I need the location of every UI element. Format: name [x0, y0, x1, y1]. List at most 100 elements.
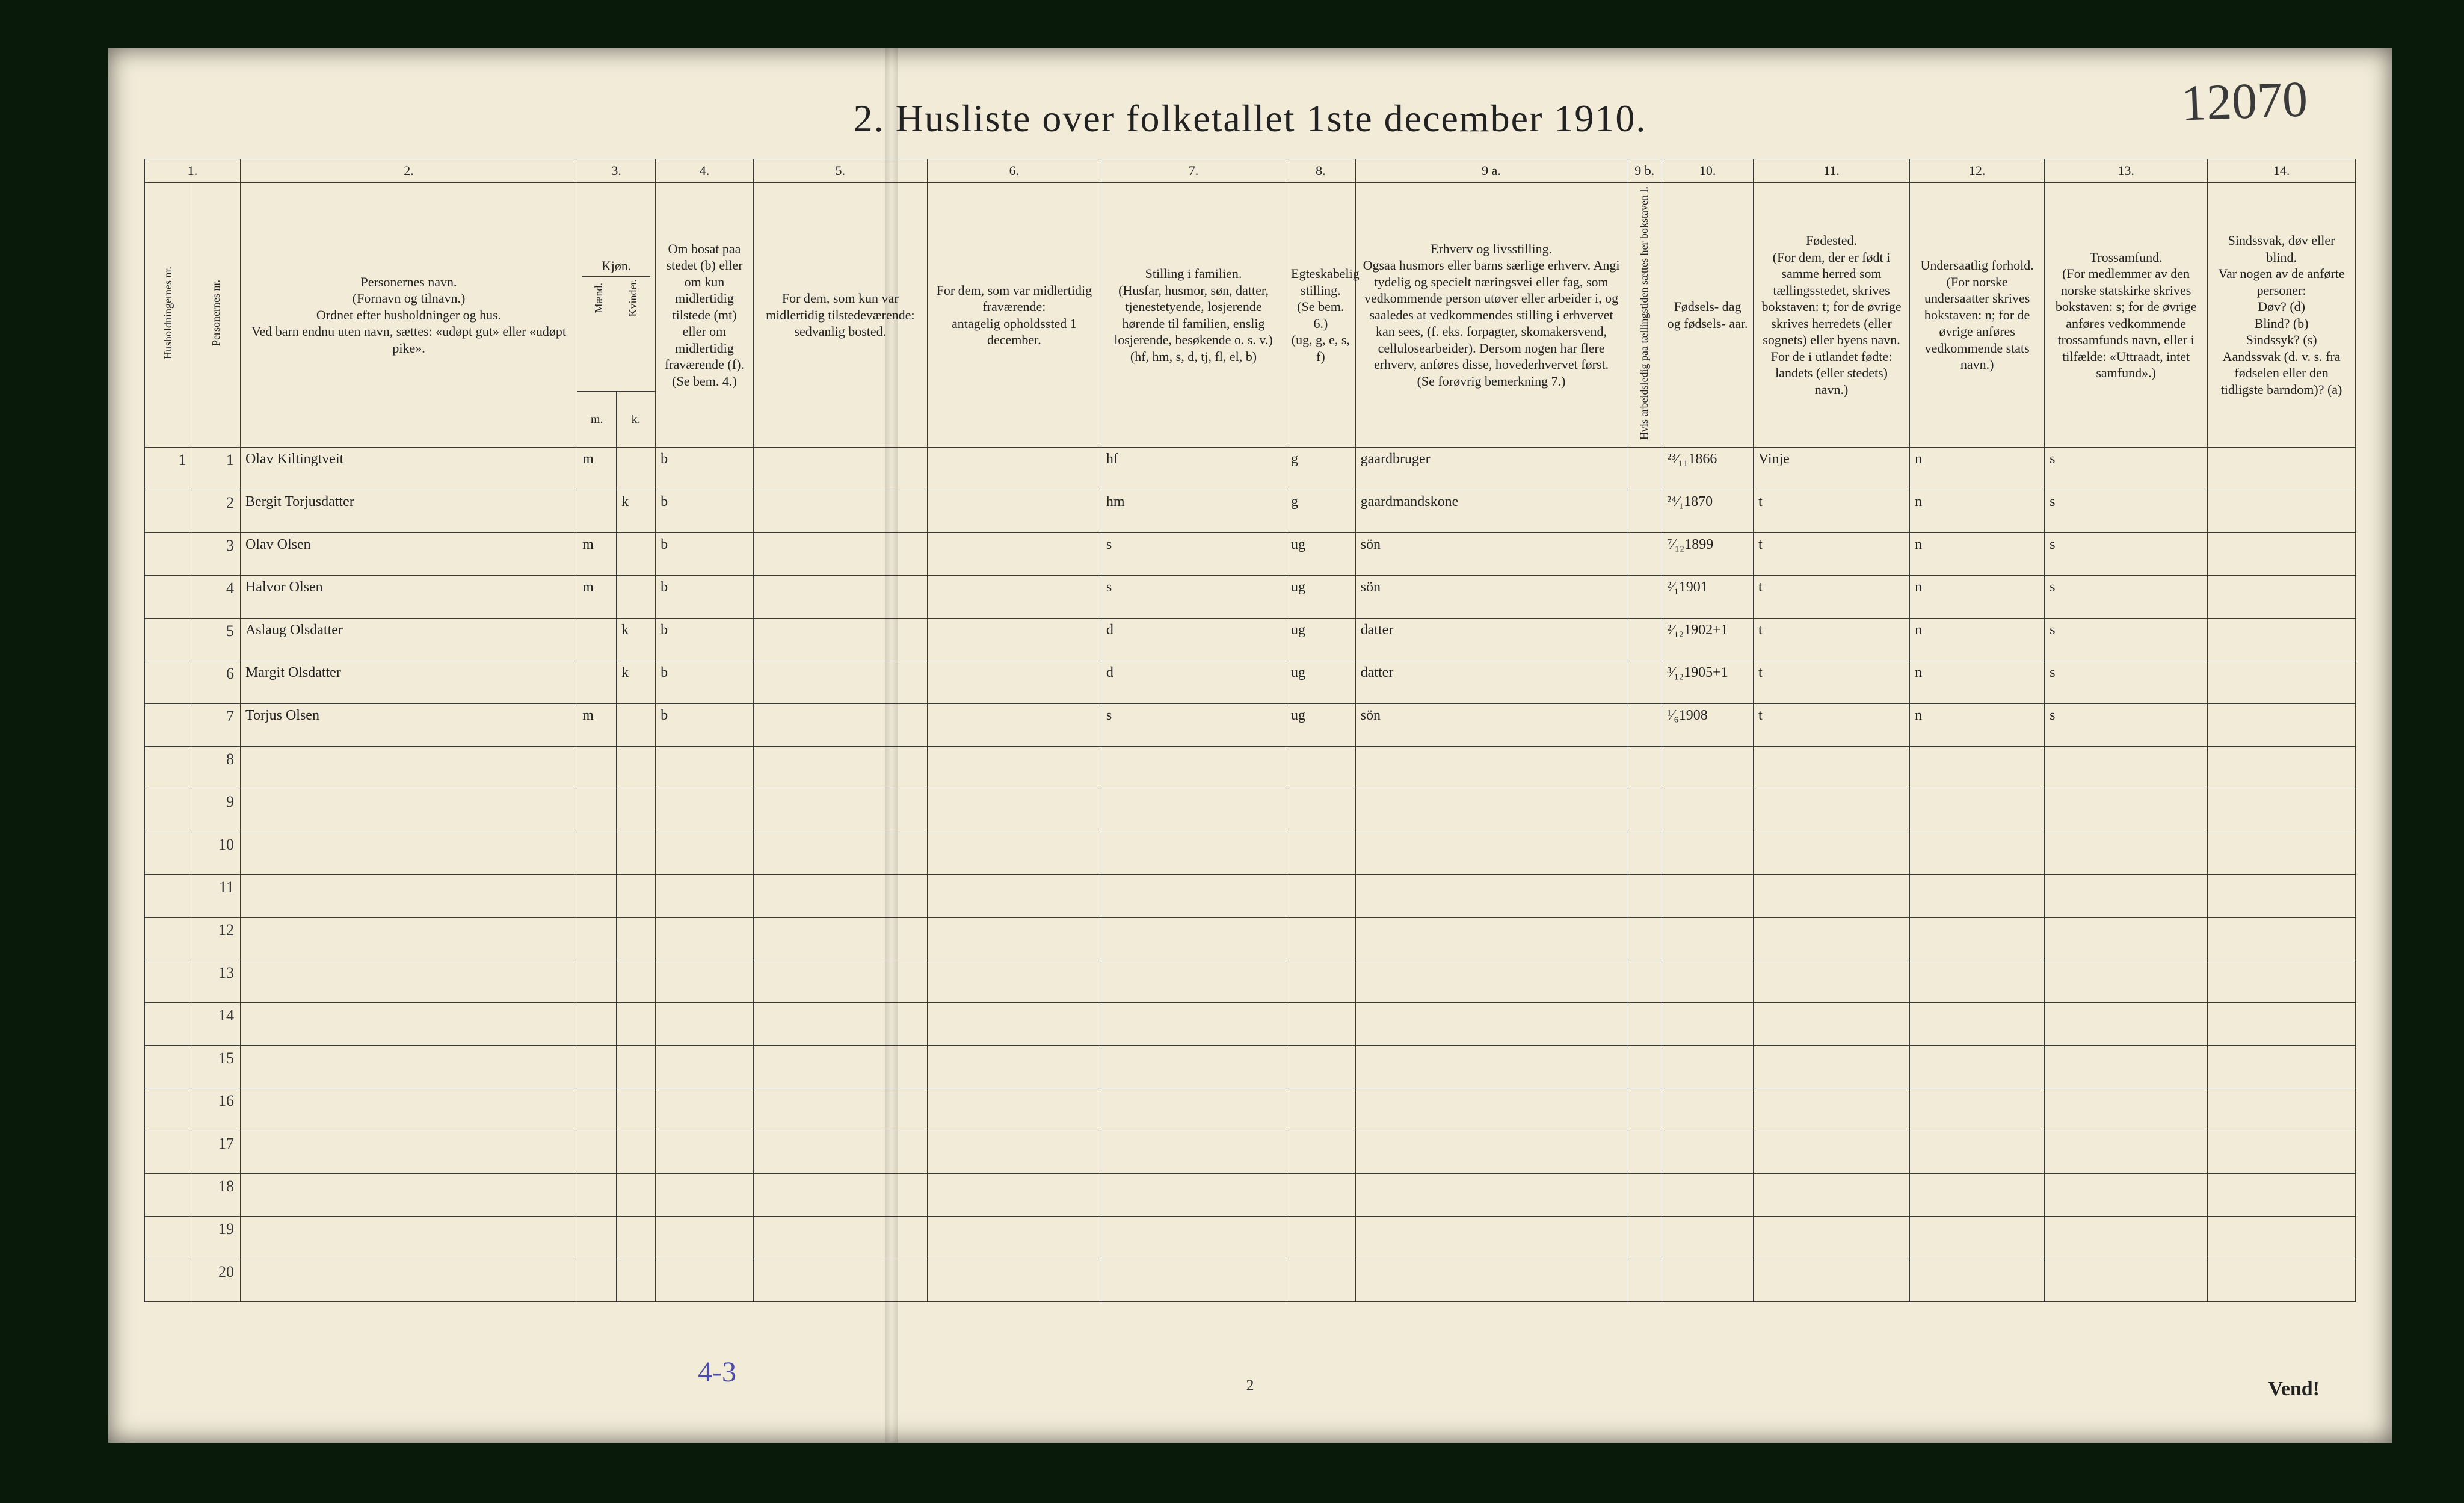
colnum-3: 3.: [578, 159, 656, 183]
colnum-9a: 9 a.: [1355, 159, 1627, 183]
cell-empty: [578, 747, 617, 789]
table-header: 1. 2. 3. 4. 5. 6. 7. 8. 9 a. 9 b. 10. 11…: [145, 159, 2356, 448]
colnum-8: 8.: [1286, 159, 1356, 183]
col10-label: Fødsels- dag og fødsels- aar.: [1662, 183, 1754, 448]
cell-empty: [1627, 1046, 1662, 1088]
cell-empty: [1286, 1259, 1356, 1302]
cell-eg: ug: [1286, 576, 1356, 619]
colnum-2: 2.: [240, 159, 577, 183]
cell-empty: [1355, 1088, 1627, 1131]
cell-m: m: [578, 533, 617, 576]
cell-empty: [1101, 875, 1286, 918]
cell-empty: [927, 1174, 1101, 1217]
cell-k: [617, 576, 656, 619]
cell-empty: [1286, 918, 1356, 960]
cell-nat: n: [1910, 576, 2045, 619]
cell-name: Bergit Torjusdatter: [240, 490, 577, 533]
cell-empty: [1355, 747, 1627, 789]
cell-empty: [1355, 875, 1627, 918]
cell-born: t: [1753, 619, 1909, 661]
cell-empty: [145, 1088, 192, 1131]
cell-empty: [2045, 1046, 2208, 1088]
cell-empty: [2208, 747, 2356, 789]
cell-empty: [1662, 1131, 1754, 1174]
cell-rel: s: [2045, 448, 2208, 490]
cell-empty: 12: [192, 918, 240, 960]
cell-erh: sön: [1355, 576, 1627, 619]
cell-fam: s: [1101, 576, 1286, 619]
cell-res: b: [656, 661, 754, 704]
cell-empty: [617, 1131, 656, 1174]
cell-empty: [578, 1259, 617, 1302]
cell-empty: [656, 1003, 754, 1046]
cell-empty: 17: [192, 1131, 240, 1174]
cell-empty: [1355, 1217, 1627, 1259]
cell-empty: [2045, 1174, 2208, 1217]
cell-empty: [240, 832, 577, 875]
cell-c5: [753, 576, 927, 619]
cell-dob: ⁷⁄₁₂1899: [1662, 533, 1754, 576]
cell-empty: [2208, 960, 2356, 1003]
cell-nat: n: [1910, 619, 2045, 661]
cell-rel: s: [2045, 533, 2208, 576]
cell-c6: [927, 619, 1101, 661]
cell-empty: [240, 1003, 577, 1046]
cell-empty: [1753, 747, 1909, 789]
cell-empty: [1101, 1131, 1286, 1174]
cell-c14: [2208, 704, 2356, 747]
cell-empty: [1910, 1088, 2045, 1131]
cell-empty: [1910, 960, 2045, 1003]
cell-res: b: [656, 490, 754, 533]
cell-rel: s: [2045, 704, 2208, 747]
cell-c14: [2208, 661, 2356, 704]
column-label-row: Husholdningernes nr. Personernes nr. Per…: [145, 183, 2356, 392]
cell-nat: n: [1910, 661, 2045, 704]
colnum-9b: 9 b.: [1627, 159, 1662, 183]
cell-k: k: [617, 661, 656, 704]
cell-empty: [617, 747, 656, 789]
cell-hh: [145, 661, 192, 704]
cell-empty: [2045, 875, 2208, 918]
cell-empty: [145, 1131, 192, 1174]
cell-empty: [1355, 832, 1627, 875]
cell-empty: 8: [192, 747, 240, 789]
col1a-label: Husholdningernes nr.: [145, 183, 192, 448]
cell-empty: [1910, 747, 2045, 789]
cell-empty: [240, 1088, 577, 1131]
cell-empty: [2045, 1259, 2208, 1302]
cell-empty: [753, 1174, 927, 1217]
cell-empty: 10: [192, 832, 240, 875]
cell-empty: [927, 1003, 1101, 1046]
cell-nat: n: [1910, 704, 2045, 747]
cell-empty: [1627, 1259, 1662, 1302]
cell-empty: [1101, 1003, 1286, 1046]
cell-fam: d: [1101, 619, 1286, 661]
cell-empty: [578, 789, 617, 832]
table-row: 4Halvor Olsenmbsugsön²⁄₁1901tns: [145, 576, 2356, 619]
cell-c6: [927, 533, 1101, 576]
cell-k: [617, 448, 656, 490]
cell-born: t: [1753, 490, 1909, 533]
col3-top-label: Kjøn. Mænd. Kvinder.: [578, 183, 656, 392]
cell-empty: [656, 1046, 754, 1088]
cell-empty: [1286, 1131, 1356, 1174]
cell-name: Torjus Olsen: [240, 704, 577, 747]
cell-empty: [2208, 1088, 2356, 1131]
cell-empty: [1753, 1217, 1909, 1259]
cell-empty: [2208, 875, 2356, 918]
cell-empty: [656, 1088, 754, 1131]
cell-name: Olav Kiltingtveit: [240, 448, 577, 490]
table-row-empty: 20: [145, 1259, 2356, 1302]
cell-empty: [578, 918, 617, 960]
cell-empty: [1627, 1088, 1662, 1131]
cell-rel: s: [2045, 490, 2208, 533]
cell-res: b: [656, 448, 754, 490]
cell-empty: [1753, 1046, 1909, 1088]
cell-empty: [2045, 832, 2208, 875]
cell-empty: [927, 960, 1101, 1003]
cell-empty: [240, 747, 577, 789]
cell-c9b: [1627, 661, 1662, 704]
cell-empty: 15: [192, 1046, 240, 1088]
cell-empty: [1662, 832, 1754, 875]
cell-empty: [1355, 789, 1627, 832]
